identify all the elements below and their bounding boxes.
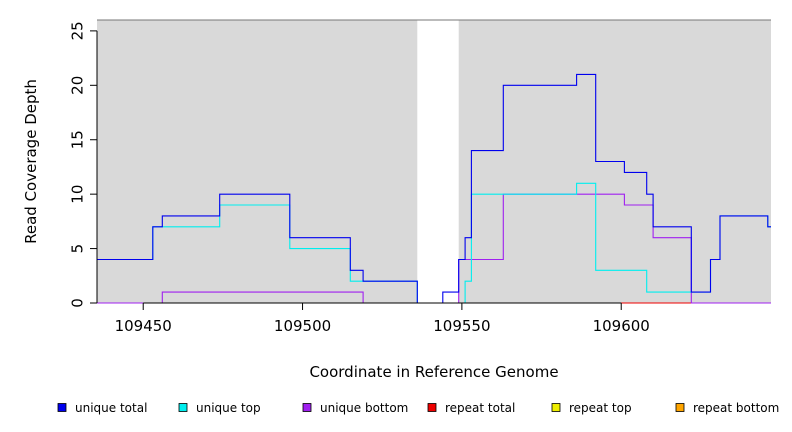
y-tick-label: 25 [68, 21, 86, 40]
legend-item-repeat-total: repeat total [427, 401, 515, 415]
legend: unique total unique top unique bottom repea… [57, 401, 779, 415]
legend-label: repeat total [445, 401, 515, 415]
legend-swatch [427, 403, 437, 412]
x-axis-label: Coordinate in Reference Genome [309, 363, 558, 381]
x-tick-label: 109600 [593, 317, 650, 335]
legend-item-repeat-bottom: repeat bottom [675, 401, 779, 415]
y-tick-label: 15 [68, 130, 86, 149]
axes: 109450 109500 109550 109600 0 5 10 15 20 25 [68, 21, 650, 335]
x-tick-label: 109500 [274, 317, 331, 335]
y-tick-label: 0 [68, 298, 86, 308]
legend-label: repeat bottom [693, 401, 779, 415]
legend-item-unique-bottom: unique bottom [302, 401, 408, 415]
x-tick-label: 109450 [115, 317, 172, 335]
legend-label: repeat top [569, 401, 632, 415]
legend-swatch [178, 403, 188, 412]
legend-label: unique bottom [320, 401, 408, 415]
series-line-unique-bottom [97, 193, 771, 304]
legend-swatch [302, 403, 312, 412]
x-tick-label: 109550 [433, 317, 490, 335]
shaded-regions [97, 20, 771, 303]
legend-item-unique-top: unique top [178, 401, 261, 415]
legend-label: unique total [75, 401, 147, 415]
y-tick-label: 10 [68, 185, 86, 204]
legend-label: unique top [196, 401, 261, 415]
y-tick-label: 20 [68, 76, 86, 95]
shaded-region-0 [97, 20, 418, 303]
legend-swatch [551, 403, 561, 412]
legend-swatch [57, 403, 67, 412]
y-tick-label: 5 [68, 244, 86, 254]
legend-item-repeat-top: repeat top [551, 401, 632, 415]
legend-item-unique-total: unique total [57, 401, 147, 415]
y-axis-label: Read Coverage Depth [22, 79, 40, 244]
legend-swatch [675, 403, 685, 412]
series-line-unique-total [97, 73, 771, 304]
